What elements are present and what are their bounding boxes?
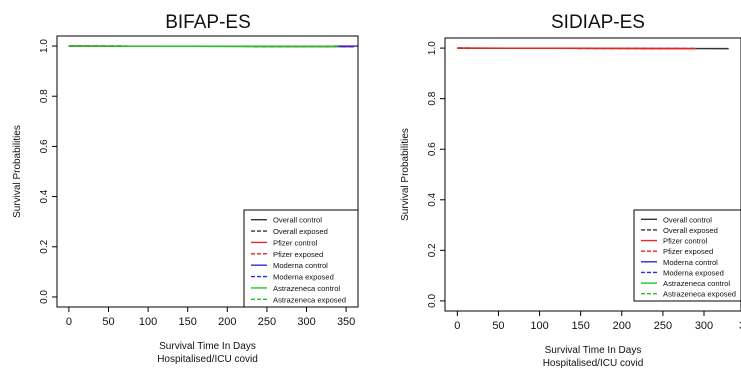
y-tick-label: 0.0 — [427, 294, 438, 308]
chart-title: SIDIAP-ES — [551, 12, 645, 33]
legend-label: Moderna exposed — [273, 273, 334, 282]
plot-frame — [444, 37, 741, 312]
x-axis-sublabel: Hospitalised/ICU covid — [543, 358, 644, 369]
legend-label: Astrazeneca control — [273, 284, 340, 293]
x-tick-label: 0 — [454, 320, 460, 332]
y-tick-label: 1.0 — [427, 41, 438, 55]
legend-box — [243, 209, 359, 308]
y-axis-label: Survival Probabilities — [400, 128, 411, 221]
x-tick-label: 100 — [530, 320, 548, 332]
legend-label: Overall exposed — [663, 226, 718, 235]
legend-label: Moderna control — [273, 261, 328, 270]
legend-label: Moderna exposed — [663, 268, 724, 277]
y-axis-label: Survival Probabilities — [12, 125, 23, 218]
legend-label: Moderna control — [663, 258, 718, 267]
y-tick-label: 0.6 — [427, 142, 438, 156]
legend: Overall control Overall exposed Pfizer con… — [243, 209, 359, 308]
x-tick-label: 50 — [492, 320, 504, 332]
x-tick-label: 200 — [613, 320, 631, 332]
x-tick-label: 150 — [179, 316, 197, 328]
y-tick-label: 1.0 — [39, 39, 50, 53]
x-tick-label: 300 — [695, 320, 713, 332]
x-tick-label: 250 — [654, 320, 672, 332]
y-tick-label: 0.4 — [427, 192, 438, 206]
legend-label: Overall exposed — [273, 227, 328, 236]
x-tick-label: 200 — [218, 316, 236, 328]
series-line-3 — [457, 47, 696, 50]
y-tick-label: 0.6 — [39, 139, 50, 153]
x-tick-label: 350 — [337, 316, 355, 328]
chart-panel-1: BIFAP-ES 0 50 100 150 200 250 300 350 0.0 0.2 0.4 0.… — [12, 12, 359, 365]
y-tick-label: 0.2 — [427, 243, 438, 257]
x-axis-label: Survival Time In Days — [545, 345, 642, 356]
x-tick-label: 100 — [139, 316, 157, 328]
y-tick-label: 0.8 — [39, 89, 50, 103]
x-tick-label: 300 — [297, 316, 315, 328]
legend-box — [633, 209, 741, 302]
x-axis-sublabel: Hospitalised/ICU covid — [157, 354, 258, 365]
legend-label: Pfizer exposed — [663, 247, 713, 256]
legend-label: Overall control — [273, 216, 322, 225]
chart-title: BIFAP-ES — [165, 12, 251, 33]
x-tick-label: 35 — [739, 320, 741, 332]
legend: Overall control Overall exposed Pfizer con… — [633, 209, 741, 302]
x-tick-label: 50 — [102, 316, 114, 328]
y-tick-label: 0.8 — [427, 91, 438, 105]
legend-label: Astrazeneca exposed — [273, 295, 346, 304]
x-tick-label: 250 — [258, 316, 276, 328]
x-tick-label: 0 — [66, 316, 72, 328]
y-tick-label: 0.0 — [39, 290, 50, 304]
plot-frame — [56, 35, 359, 308]
legend-label: Astrazeneca control — [663, 279, 730, 288]
series-line-8 — [68, 45, 339, 48]
y-tick-label: 0.4 — [39, 189, 50, 203]
legend-label: Pfizer control — [273, 238, 318, 247]
y-tick-label: 0.2 — [39, 239, 50, 253]
legend-label: Overall control — [663, 215, 712, 224]
legend-label: Pfizer exposed — [273, 250, 323, 259]
legend-label: Pfizer control — [663, 237, 708, 246]
x-axis-label: Survival Time In Days — [159, 341, 256, 352]
chart-panel-2: SIDIAP-ES 0 50 100 150 200 250 300 35 0.0 0.2 0.4 0.… — [400, 12, 741, 369]
x-tick-label: 150 — [571, 320, 589, 332]
legend-label: Astrazeneca exposed — [663, 290, 736, 299]
